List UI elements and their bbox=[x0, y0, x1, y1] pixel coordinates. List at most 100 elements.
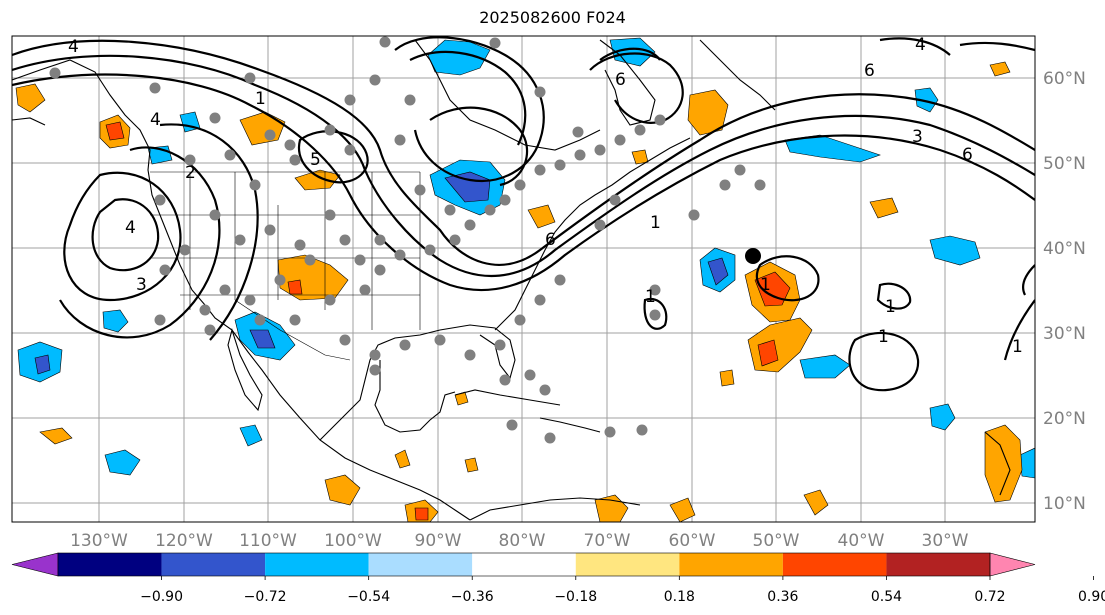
station-dot bbox=[649, 284, 661, 296]
station-dot bbox=[539, 384, 551, 396]
colorbar-tick-label: −0.72 bbox=[244, 589, 287, 605]
colorbar-segment bbox=[575, 553, 680, 576]
station-dot bbox=[524, 369, 536, 381]
station-dot bbox=[339, 234, 351, 246]
contour-label: 6 bbox=[545, 230, 556, 250]
station-dot bbox=[184, 154, 196, 166]
colorbar-extend-low bbox=[11, 552, 59, 577]
station-dot bbox=[754, 179, 766, 191]
map-title: 2025082600 F024 bbox=[479, 8, 626, 27]
latitude-label: 30°N bbox=[1043, 324, 1086, 344]
station-dot bbox=[379, 36, 391, 48]
longitude-label: 40°W bbox=[838, 531, 885, 551]
station-dot bbox=[324, 124, 336, 136]
station-dot bbox=[464, 219, 476, 231]
longitude-label: 30°W bbox=[922, 531, 969, 551]
station-dot bbox=[369, 349, 381, 361]
latitude-label: 50°N bbox=[1043, 154, 1086, 174]
colorbar bbox=[11, 552, 1036, 577]
station-dot bbox=[534, 294, 546, 306]
station-dot bbox=[249, 179, 261, 191]
colorbar-segment bbox=[886, 553, 990, 576]
station-dot bbox=[634, 124, 646, 136]
station-dot bbox=[574, 149, 586, 161]
latitude-label: 40°N bbox=[1043, 239, 1086, 259]
colorbar-segment bbox=[58, 553, 162, 576]
station-dot bbox=[159, 264, 171, 276]
station-dot bbox=[204, 324, 216, 336]
colorbar-segment bbox=[679, 553, 783, 576]
station-dot bbox=[572, 126, 584, 138]
colorbar-tick-label: 0.72 bbox=[974, 589, 1005, 605]
station-dot bbox=[649, 309, 661, 321]
station-dot bbox=[234, 234, 246, 246]
station-dot bbox=[289, 154, 301, 166]
colorbar-segment bbox=[265, 553, 369, 576]
station-dot bbox=[209, 209, 221, 221]
colorbar-tick-label: −0.54 bbox=[347, 589, 390, 605]
station-dot bbox=[399, 339, 411, 351]
contour-label: 4 bbox=[150, 110, 161, 130]
station-dot bbox=[374, 234, 386, 246]
station-dot bbox=[244, 294, 256, 306]
station-dot bbox=[424, 244, 436, 256]
latitude-labels: 60°N 50°N 40°N 30°N 20°N 10°N bbox=[1043, 69, 1086, 514]
colorbar-tick-label: −0.90 bbox=[140, 589, 183, 605]
contour-label: 2 bbox=[185, 163, 196, 183]
contour-label: 6 bbox=[864, 61, 875, 81]
station-dot bbox=[554, 274, 566, 286]
station-dot bbox=[219, 284, 231, 296]
contour-label: 4 bbox=[125, 218, 136, 238]
station-dot bbox=[404, 94, 416, 106]
station-dot bbox=[614, 134, 626, 146]
station-dot bbox=[344, 94, 356, 106]
station-dot bbox=[609, 194, 621, 206]
low-center-marker bbox=[745, 248, 761, 264]
station-dot bbox=[506, 419, 518, 431]
colorbar-tick-label: −0.36 bbox=[451, 589, 494, 605]
longitude-label: 110°W bbox=[239, 531, 297, 551]
longitude-labels: 130°W 120°W 110°W 100°W 90°W 80°W 70°W 60°W 50°W… bbox=[70, 531, 969, 551]
station-dot bbox=[154, 314, 166, 326]
colorbar-outline bbox=[57, 552, 991, 577]
contour-labels: 4 4 4 3 1 5 2 6 1 6 1 1 1 1 6 3 6 1 4 bbox=[68, 35, 1023, 357]
station-dot bbox=[394, 134, 406, 146]
colorbar-tick-labels: −0.90 −0.72 −0.54 −0.36 −0.18 0.18 0.36 0.54 0.7… bbox=[140, 576, 1105, 605]
station-dot bbox=[149, 82, 161, 94]
station-dot bbox=[434, 334, 446, 346]
contour-label: 3 bbox=[136, 275, 147, 295]
station-dot bbox=[464, 349, 476, 361]
station-dot bbox=[154, 194, 166, 206]
contour-label: 1 bbox=[645, 287, 656, 307]
contour-label: 4 bbox=[915, 35, 926, 55]
station-dot bbox=[369, 74, 381, 86]
station-dot bbox=[289, 314, 301, 326]
political-borders bbox=[150, 171, 421, 361]
station-dot bbox=[534, 86, 546, 98]
longitude-label: 60°W bbox=[669, 531, 716, 551]
colorbar-tick-label: −0.18 bbox=[554, 589, 597, 605]
longitude-label: 120°W bbox=[155, 531, 213, 551]
height-contours bbox=[12, 36, 1035, 392]
longitude-label: 100°W bbox=[324, 531, 382, 551]
station-dot bbox=[484, 204, 496, 216]
station-dot bbox=[414, 184, 426, 196]
station-dot bbox=[344, 144, 356, 156]
station-dot bbox=[394, 249, 406, 261]
contour-label: 1 bbox=[885, 297, 896, 317]
station-dot bbox=[359, 284, 371, 296]
colorbar-segment bbox=[782, 553, 887, 576]
contour-label: 3 bbox=[912, 127, 923, 147]
station-dot bbox=[294, 239, 306, 251]
station-dot bbox=[688, 209, 700, 221]
station-dot bbox=[244, 72, 256, 84]
colorbar-tick-label: 0.90 bbox=[1078, 589, 1105, 605]
station-dot bbox=[324, 294, 336, 306]
colorbar-extend-high bbox=[989, 552, 1036, 577]
colorbar-tick-label: 0.18 bbox=[664, 589, 695, 605]
longitude-label: 130°W bbox=[70, 531, 128, 551]
station-dot bbox=[224, 149, 236, 161]
station-dot bbox=[489, 37, 501, 49]
station-dot bbox=[374, 264, 386, 276]
